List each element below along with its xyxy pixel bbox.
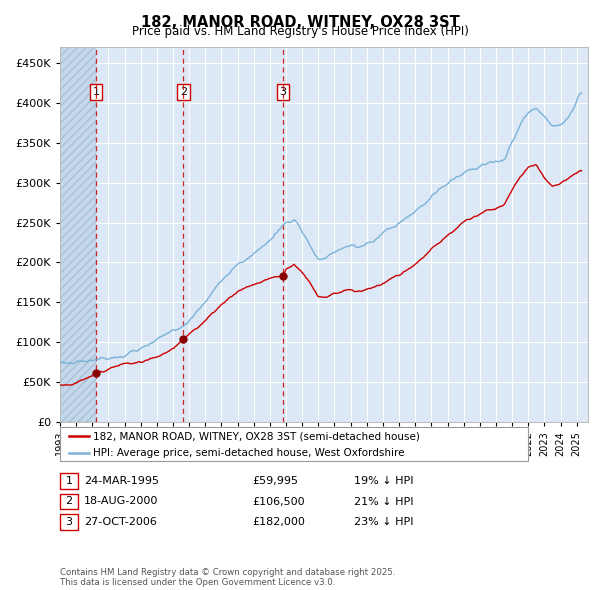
Text: 2: 2 (179, 87, 187, 97)
Text: 3: 3 (280, 87, 287, 97)
Text: 27-OCT-2006: 27-OCT-2006 (84, 517, 157, 527)
Text: Price paid vs. HM Land Registry's House Price Index (HPI): Price paid vs. HM Land Registry's House … (131, 25, 469, 38)
Text: Contains HM Land Registry data © Crown copyright and database right 2025.
This d: Contains HM Land Registry data © Crown c… (60, 568, 395, 587)
Text: HPI: Average price, semi-detached house, West Oxfordshire: HPI: Average price, semi-detached house,… (93, 448, 404, 458)
Text: 21% ↓ HPI: 21% ↓ HPI (354, 497, 413, 506)
Text: 2: 2 (65, 497, 73, 506)
Text: £106,500: £106,500 (252, 497, 305, 506)
Text: 19% ↓ HPI: 19% ↓ HPI (354, 476, 413, 486)
Text: 182, MANOR ROAD, WITNEY, OX28 3ST: 182, MANOR ROAD, WITNEY, OX28 3ST (140, 15, 460, 30)
Text: 1: 1 (92, 87, 100, 97)
Text: £59,995: £59,995 (252, 476, 298, 486)
Text: 1: 1 (65, 476, 73, 486)
Text: 18-AUG-2000: 18-AUG-2000 (84, 497, 158, 506)
Text: 24-MAR-1995: 24-MAR-1995 (84, 476, 159, 486)
Bar (60, 47, 96, 422)
Text: 3: 3 (65, 517, 73, 527)
Text: 182, MANOR ROAD, WITNEY, OX28 3ST (semi-detached house): 182, MANOR ROAD, WITNEY, OX28 3ST (semi-… (93, 431, 420, 441)
Bar (60, 47, 96, 422)
Text: 23% ↓ HPI: 23% ↓ HPI (354, 517, 413, 527)
Text: £182,000: £182,000 (252, 517, 305, 527)
